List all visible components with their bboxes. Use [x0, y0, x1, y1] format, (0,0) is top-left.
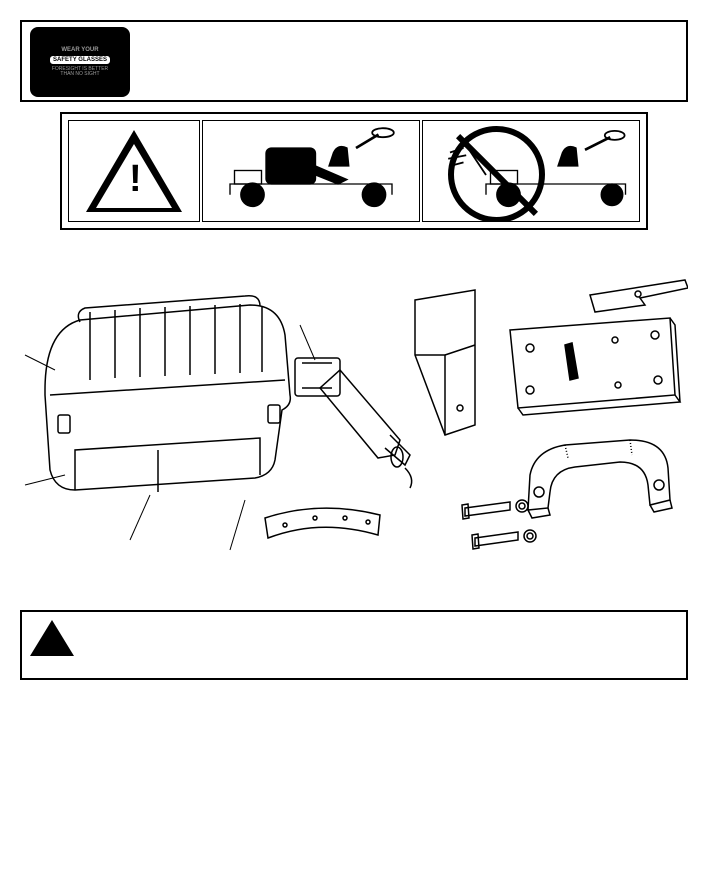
warning-strip: ! [62, 114, 646, 228]
bagger-container-part [45, 296, 290, 492]
mower-blade-part [590, 280, 688, 312]
mower-with-bagger-panel [202, 120, 420, 222]
hitch-plate-part [510, 318, 680, 415]
bottom-warning-box [20, 610, 688, 680]
parts-diagram [20, 240, 688, 600]
counterweight-bracket-part [528, 440, 672, 518]
warning-triangle-icon: ! [86, 130, 182, 212]
small-warning-triangle-icon [30, 620, 74, 656]
parts-svg [20, 240, 688, 600]
header-box: WEAR YOUR SAFETY GLASSES FORESIGHT IS BE… [20, 20, 688, 102]
mounting-bracket-part [415, 290, 475, 435]
badge-line2: SAFETY GLASSES [49, 55, 111, 65]
baffle-plate-part [265, 508, 380, 538]
chute-tube-part [295, 358, 412, 488]
warning-triangle-panel: ! [68, 120, 200, 222]
mower-bagger-illustration [203, 121, 419, 211]
hardware-bolts-part [462, 500, 536, 549]
warning-strip-box: ! [60, 112, 648, 230]
mower-prohibited-panel [422, 120, 640, 222]
badge-line3: FORESIGHT IS BETTERTHAN NO SIGHT [52, 67, 108, 78]
prohibit-icon [448, 126, 545, 222]
safety-glasses-badge: WEAR YOUR SAFETY GLASSES FORESIGHT IS BE… [30, 27, 130, 97]
badge-line1: WEAR YOUR [61, 47, 98, 53]
